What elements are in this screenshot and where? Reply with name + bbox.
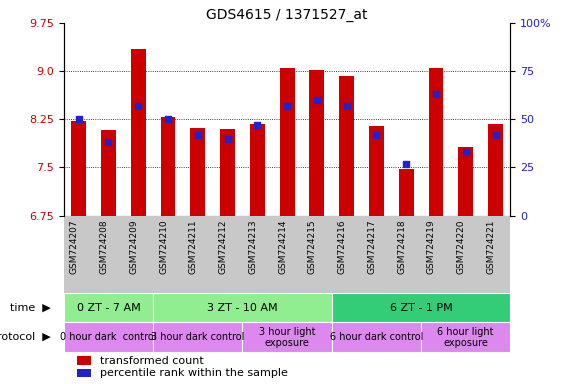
Text: GSM724218: GSM724218 xyxy=(397,220,406,274)
Bar xyxy=(153,323,242,352)
Title: GDS4615 / 1371527_at: GDS4615 / 1371527_at xyxy=(206,8,368,22)
Text: GSM724214: GSM724214 xyxy=(278,220,287,274)
Bar xyxy=(421,323,510,352)
Text: 6 hour light
exposure: 6 hour light exposure xyxy=(437,327,494,348)
Point xyxy=(401,161,411,167)
Text: GSM724207: GSM724207 xyxy=(70,220,79,274)
Text: GSM724215: GSM724215 xyxy=(308,220,317,274)
Text: 0 ZT - 7 AM: 0 ZT - 7 AM xyxy=(77,303,140,313)
Bar xyxy=(220,129,235,215)
Bar xyxy=(77,356,90,365)
Bar xyxy=(64,323,153,352)
Text: GSM724212: GSM724212 xyxy=(219,220,227,274)
Bar xyxy=(458,147,473,215)
Bar xyxy=(64,293,153,323)
Point xyxy=(432,91,441,98)
Point xyxy=(164,116,173,122)
Point xyxy=(74,116,84,122)
Text: GSM724220: GSM724220 xyxy=(456,220,466,274)
Text: 3 hour light
exposure: 3 hour light exposure xyxy=(259,327,316,348)
Text: GSM724219: GSM724219 xyxy=(427,220,436,274)
Text: 0 hour dark  control: 0 hour dark control xyxy=(60,332,157,342)
Bar xyxy=(309,70,324,215)
Text: 3 hour dark control: 3 hour dark control xyxy=(151,332,244,342)
Text: GSM724221: GSM724221 xyxy=(487,220,495,274)
Point xyxy=(312,97,321,103)
Bar xyxy=(153,293,332,323)
Text: GSM724210: GSM724210 xyxy=(159,220,168,274)
Bar xyxy=(332,323,421,352)
Point xyxy=(372,132,381,138)
Bar xyxy=(339,76,354,215)
Bar xyxy=(71,121,86,215)
Bar xyxy=(429,68,443,215)
Bar xyxy=(161,118,175,215)
Bar xyxy=(488,124,503,215)
Text: GSM724211: GSM724211 xyxy=(188,220,198,274)
Bar xyxy=(398,169,414,215)
Point xyxy=(342,103,351,109)
Bar xyxy=(250,124,264,215)
Bar xyxy=(242,323,332,352)
Bar xyxy=(280,68,295,215)
Point xyxy=(104,139,113,146)
Text: GSM724209: GSM724209 xyxy=(129,220,138,274)
Text: 6 hour dark control: 6 hour dark control xyxy=(330,332,423,342)
Bar xyxy=(130,49,146,215)
Point xyxy=(253,122,262,128)
Point xyxy=(133,103,143,109)
Bar xyxy=(77,369,90,377)
Text: GSM724217: GSM724217 xyxy=(367,220,376,274)
Point xyxy=(461,149,470,155)
Text: GSM724208: GSM724208 xyxy=(99,220,108,274)
Point xyxy=(282,103,292,109)
Text: GSM724216: GSM724216 xyxy=(338,220,347,274)
Text: GSM724213: GSM724213 xyxy=(248,220,258,274)
Text: transformed count: transformed count xyxy=(100,356,203,366)
Text: 6 ZT - 1 PM: 6 ZT - 1 PM xyxy=(390,303,452,313)
Text: 3 ZT - 10 AM: 3 ZT - 10 AM xyxy=(207,303,278,313)
Point xyxy=(223,136,232,142)
Bar xyxy=(101,130,116,215)
Text: percentile rank within the sample: percentile rank within the sample xyxy=(100,368,288,378)
Text: time  ▶: time ▶ xyxy=(10,303,50,313)
Bar xyxy=(190,127,205,215)
Point xyxy=(491,132,500,138)
Bar xyxy=(369,126,384,215)
Point xyxy=(193,132,202,138)
Bar xyxy=(332,293,510,323)
Text: protocol  ▶: protocol ▶ xyxy=(0,332,50,342)
